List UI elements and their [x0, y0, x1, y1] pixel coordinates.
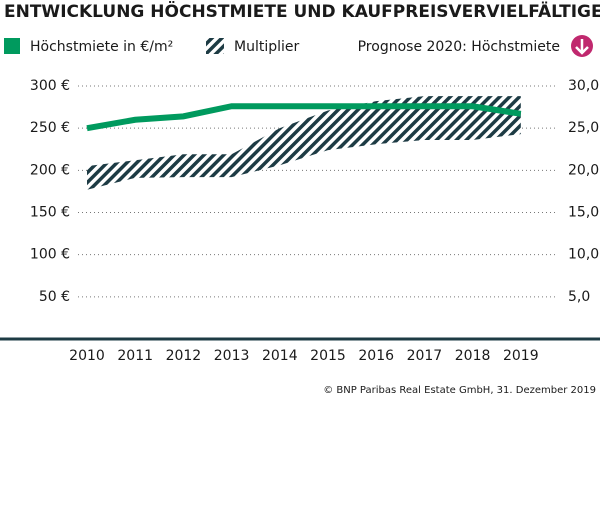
y2-tick-label: 20,0	[568, 162, 599, 178]
y2-tick-label: 5,0	[568, 289, 590, 305]
chart-title: ENTWICKLUNG HÖCHSTMIETE UND KAUFPREISVER…	[4, 0, 600, 22]
source: © BNP Paribas Real Estate GmbH, 31. Deze…	[323, 385, 596, 396]
y-tick-label: 250 €	[30, 120, 70, 136]
x-tick-label: 2011	[117, 348, 153, 364]
line	[86, 103, 522, 132]
y2-tick-label: 10,0	[568, 247, 599, 263]
x-tick-label: 2016	[358, 348, 394, 364]
x-tick-label: 2014	[262, 348, 298, 364]
forecast-icon	[571, 35, 593, 57]
y2-tick-label: 25,0	[568, 120, 599, 136]
y-tick-label: 300 €	[30, 78, 70, 94]
x-tick-label: 2019	[503, 348, 539, 364]
legend-swatch	[4, 38, 20, 54]
y-tick-label: 150 €	[30, 205, 70, 221]
band	[87, 96, 521, 190]
legend-label: Höchstmiete in €/m²	[30, 39, 173, 55]
x-tick-label: 2012	[166, 348, 202, 364]
y2-tick-label: 15,0	[568, 205, 599, 221]
x-tick-label: 2017	[407, 348, 443, 364]
y-tick-label: 100 €	[30, 247, 70, 263]
legend-swatch	[206, 38, 224, 54]
y2-tick-label: 30,0	[568, 78, 599, 94]
x-tick-label: 2013	[214, 348, 250, 364]
legend-label: Prognose 2020: Höchstmiete	[358, 39, 560, 55]
x-tick-label: 2010	[69, 348, 105, 364]
x-tick-label: 2015	[310, 348, 346, 364]
legend-label: Multiplier	[234, 39, 300, 55]
y-tick-label: 50 €	[39, 289, 70, 305]
y-tick-label: 200 €	[30, 162, 70, 178]
x-tick-label: 2018	[455, 348, 491, 364]
